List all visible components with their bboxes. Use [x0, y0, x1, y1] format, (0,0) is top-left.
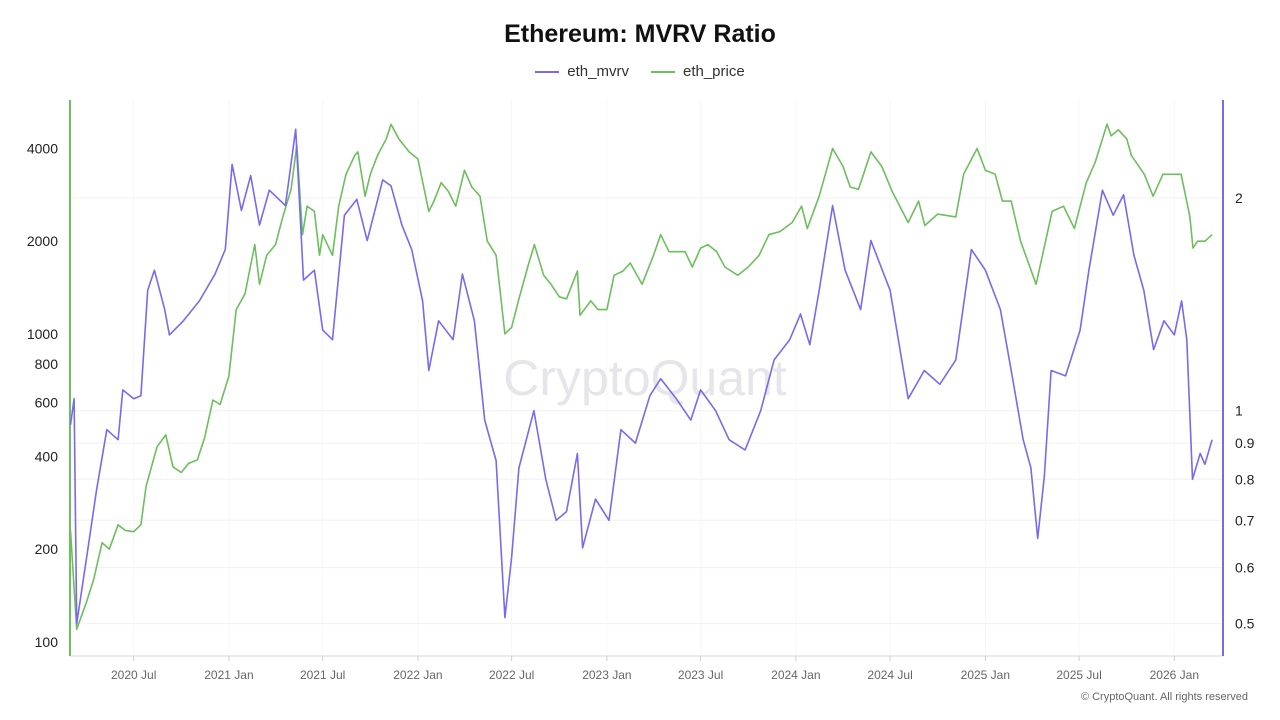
left-tick-label: 800 — [35, 356, 59, 372]
x-tick-label: 2023 Jan — [582, 668, 631, 682]
x-tick-label: 2024 Jul — [867, 668, 912, 682]
watermark: CryptoQuant — [503, 350, 787, 406]
legend-swatch-eth-mvrv — [535, 70, 560, 73]
right-tick-label: 0.9 — [1235, 435, 1255, 451]
x-tick-label: 2022 Jul — [489, 668, 534, 682]
x-tick-label: 2023 Jul — [678, 668, 723, 682]
legend-label: eth_mvrv — [567, 63, 629, 80]
right-tick-label: 1 — [1235, 403, 1243, 419]
left-tick-label: 400 — [35, 448, 59, 464]
left-tick-label: 2000 — [27, 233, 58, 249]
legend-swatch-eth-price — [650, 70, 675, 73]
right-tick-label: 2 — [1235, 190, 1243, 206]
series-line-eth-price — [69, 123, 1213, 630]
right-tick-label: 0.6 — [1235, 560, 1255, 576]
copyright-notice: © CryptoQuant. All rights reserved — [1080, 691, 1248, 703]
x-tick-label: 2022 Jan — [393, 668, 442, 682]
x-tick-label: 2024 Jan — [771, 668, 820, 682]
right-tick-label: 0.5 — [1235, 616, 1255, 632]
chart-title: Ethereum: MVRV Ratio — [504, 20, 776, 48]
x-tick-label: 2025 Jan — [961, 668, 1010, 682]
legend-item-eth-price[interactable]: eth_price — [650, 63, 745, 80]
left-tick-label: 600 — [35, 394, 59, 410]
legend-label: eth_price — [682, 63, 745, 80]
left-tick-label: 200 — [35, 541, 59, 557]
x-tick-label: 2020 Jul — [111, 668, 156, 682]
right-tick-label: 0.7 — [1235, 512, 1255, 528]
right-tick-label: 0.8 — [1235, 471, 1255, 487]
legend-item-eth-mvrv[interactable]: eth_mvrv — [535, 63, 629, 80]
x-tick-label: 2021 Jan — [204, 668, 253, 682]
legend: eth_mvrv eth_price — [0, 63, 1280, 80]
left-tick-label: 4000 — [27, 141, 58, 157]
left-tick-label: 100 — [35, 634, 59, 650]
series-line-eth-mvrv — [69, 128, 1213, 625]
x-tick-label: 2025 Jul — [1056, 668, 1101, 682]
x-tick-label: 2021 Jul — [300, 668, 345, 682]
x-tick-label: 2026 Jan — [1150, 668, 1199, 682]
left-tick-label: 1000 — [27, 326, 58, 342]
